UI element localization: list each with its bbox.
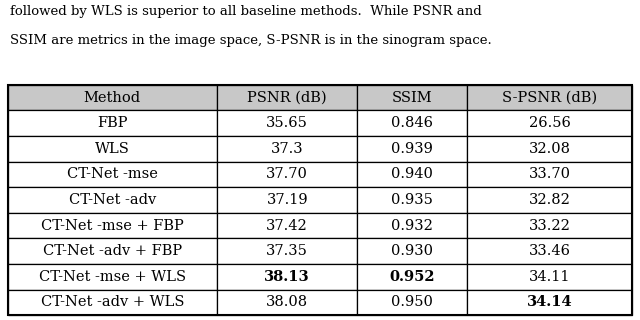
Bar [467, 290, 632, 315]
Text: 33.46: 33.46 [529, 244, 570, 258]
Bar [467, 136, 632, 162]
Text: 38.08: 38.08 [266, 295, 308, 309]
Text: SSIM: SSIM [392, 91, 433, 105]
Text: 37.3: 37.3 [271, 142, 303, 156]
Bar [8, 85, 217, 110]
Bar [8, 290, 217, 315]
Bar [358, 264, 467, 290]
Bar [217, 136, 358, 162]
Text: 33.70: 33.70 [529, 167, 570, 181]
Text: 37.70: 37.70 [266, 167, 308, 181]
Bar [358, 238, 467, 264]
Bar [467, 162, 632, 187]
Text: 37.35: 37.35 [266, 244, 308, 258]
Text: 35.65: 35.65 [266, 116, 308, 130]
Text: 33.22: 33.22 [529, 219, 570, 233]
Text: 0.952: 0.952 [389, 270, 435, 284]
Text: 0.939: 0.939 [391, 142, 433, 156]
Bar [467, 213, 632, 238]
Bar [217, 85, 358, 110]
Bar [358, 187, 467, 213]
Bar [358, 213, 467, 238]
Text: 0.930: 0.930 [391, 244, 433, 258]
Bar [217, 187, 358, 213]
Text: 32.08: 32.08 [529, 142, 570, 156]
Text: PSNR (dB): PSNR (dB) [248, 91, 327, 105]
Text: CT-Net -adv + WLS: CT-Net -adv + WLS [40, 295, 184, 309]
Bar [358, 110, 467, 136]
Text: 32.82: 32.82 [529, 193, 570, 207]
Text: 37.19: 37.19 [266, 193, 308, 207]
Text: CT-Net -mse + WLS: CT-Net -mse + WLS [39, 270, 186, 284]
Bar [217, 110, 358, 136]
Text: FBP: FBP [97, 116, 127, 130]
Bar [358, 162, 467, 187]
Text: 26.56: 26.56 [529, 116, 570, 130]
Bar [8, 187, 217, 213]
Bar [217, 213, 358, 238]
Bar [217, 238, 358, 264]
Text: 0.940: 0.940 [391, 167, 433, 181]
Bar [217, 162, 358, 187]
Text: 0.846: 0.846 [391, 116, 433, 130]
Text: Method: Method [84, 91, 141, 105]
Bar [8, 162, 217, 187]
Bar [8, 136, 217, 162]
Bar [467, 187, 632, 213]
Bar [467, 110, 632, 136]
Bar [467, 238, 632, 264]
Text: 38.13: 38.13 [264, 270, 310, 284]
Text: S-PSNR (dB): S-PSNR (dB) [502, 91, 597, 105]
Text: followed by WLS is superior to all baseline methods.  While PSNR and: followed by WLS is superior to all basel… [10, 5, 481, 18]
Bar [217, 290, 358, 315]
Text: 0.932: 0.932 [391, 219, 433, 233]
Text: 0.950: 0.950 [391, 295, 433, 309]
Bar [467, 85, 632, 110]
Text: CT-Net -mse + FBP: CT-Net -mse + FBP [41, 219, 184, 233]
Text: WLS: WLS [95, 142, 130, 156]
Bar [8, 264, 217, 290]
Bar [358, 85, 467, 110]
Bar [8, 213, 217, 238]
Text: CT-Net -mse: CT-Net -mse [67, 167, 157, 181]
Text: 0.935: 0.935 [391, 193, 433, 207]
Text: 34.14: 34.14 [527, 295, 572, 309]
Text: 34.11: 34.11 [529, 270, 570, 284]
Bar [8, 238, 217, 264]
Bar [217, 264, 358, 290]
Bar [358, 290, 467, 315]
Text: 37.42: 37.42 [266, 219, 308, 233]
Text: SSIM are metrics in the image space, S-PSNR is in the sinogram space.: SSIM are metrics in the image space, S-P… [10, 34, 492, 47]
Bar [358, 136, 467, 162]
Bar [467, 264, 632, 290]
Text: CT-Net -adv + FBP: CT-Net -adv + FBP [43, 244, 182, 258]
Bar [8, 110, 217, 136]
Bar [8, 85, 632, 315]
Text: CT-Net -adv: CT-Net -adv [68, 193, 156, 207]
